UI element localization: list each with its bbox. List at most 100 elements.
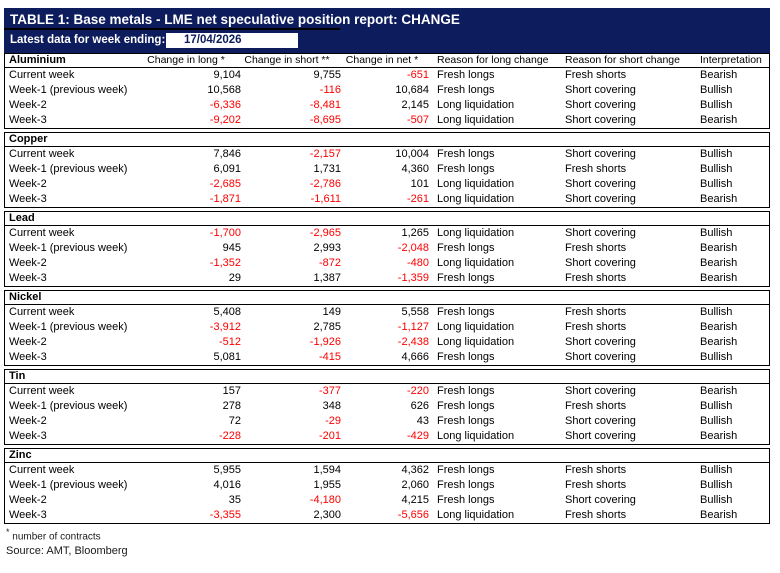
week-ending-label: Latest data for week ending: <box>10 34 166 46</box>
change-short-cell: 9,755 <box>313 69 341 81</box>
change-long-cell: 945 <box>222 242 241 254</box>
metal-section-lead: Lead Current week -1,700 -2,965 1,265 Long li… <box>4 211 770 287</box>
metal-name: Nickel <box>9 291 42 303</box>
change-net-cell: 4,215 <box>401 494 429 506</box>
row-label-cell: Week-2 <box>9 336 47 348</box>
interpretation-cell: Bullish <box>700 415 733 427</box>
interpretation-cell: Bearish <box>700 321 738 333</box>
report-title-bar: TABLE 1: Base metals - LME net speculati… <box>4 8 770 32</box>
change-short-cell: -377 <box>318 385 341 397</box>
row-label-cell: Week-1 (previous week) <box>9 321 128 333</box>
reason-short-cell: Short covering <box>565 99 636 111</box>
change-short-cell: -1,926 <box>309 336 341 348</box>
change-short-cell: -2,786 <box>309 178 341 190</box>
interpretation-cell: Bearish <box>700 114 738 126</box>
reason-long-cell: Fresh longs <box>437 306 495 318</box>
interpretation-cell: Bullish <box>700 400 733 412</box>
column-header-interpretation: Interpretation <box>700 54 762 66</box>
row-label-cell: Week-3 <box>9 272 47 284</box>
row-label-cell: Week-3 <box>9 193 47 205</box>
reason-short-cell: Fresh shorts <box>565 69 627 81</box>
reason-short-cell: Short covering <box>565 148 636 160</box>
row-label-cell: Week-3 <box>9 114 47 126</box>
change-long-cell: -1,700 <box>209 227 241 239</box>
change-long-cell: -512 <box>218 336 241 348</box>
reason-long-cell: Long liquidation <box>437 430 515 442</box>
reason-short-cell: Short covering <box>565 430 636 442</box>
reason-long-cell: Fresh longs <box>437 400 495 412</box>
change-long-cell: -1,352 <box>209 257 241 269</box>
reason-short-cell: Fresh shorts <box>565 400 627 412</box>
contracts-footnote: * number of contracts <box>4 527 770 542</box>
change-net-cell: 10,684 <box>395 84 429 96</box>
metal-name: Lead <box>9 212 35 224</box>
interpretation-cell: Bullish <box>700 178 733 190</box>
change-net-cell: 4,666 <box>401 351 429 363</box>
change-net-cell: -220 <box>406 385 429 397</box>
report-title: TABLE 1: Base metals - LME net speculati… <box>10 12 460 27</box>
change-long-cell: 7,846 <box>213 148 241 160</box>
change-net-cell: 10,004 <box>395 148 429 160</box>
reason-short-cell: Short covering <box>565 84 636 96</box>
row-label-cell: Current week <box>9 464 75 476</box>
reason-long-cell: Long liquidation <box>437 193 515 205</box>
table-row: Week-1 (previous week) 6,091 1,731 4,360 Fre… <box>5 162 769 177</box>
reason-short-cell: Fresh shorts <box>565 272 627 284</box>
table-row: Week-2 -1,352 -872 -480 Long liquidation Shor… <box>5 256 769 271</box>
metal-section-zinc: Zinc Current week 5,955 1,594 4,362 Fresh lon… <box>4 448 770 524</box>
reason-short-cell: Short covering <box>565 494 636 506</box>
change-long-cell: -1,871 <box>209 193 241 205</box>
reason-short-cell: Fresh shorts <box>565 242 627 254</box>
reason-long-cell: Long liquidation <box>437 114 515 126</box>
reason-long-cell: Fresh longs <box>437 272 495 284</box>
reason-long-cell: Fresh longs <box>437 464 495 476</box>
change-short-cell: 1,955 <box>313 479 341 491</box>
week-ending-bar: Latest data for week ending: 17/04/2026 <box>4 32 770 53</box>
metal-section-nickel: Nickel Current week 5,408 149 5,558 Fresh lon… <box>4 290 770 366</box>
interpretation-cell: Bearish <box>700 430 738 442</box>
reason-long-cell: Long liquidation <box>437 257 515 269</box>
change-short-cell: 1,731 <box>313 163 341 175</box>
change-long-cell: 157 <box>222 385 241 397</box>
change-net-cell: -2,438 <box>397 336 429 348</box>
reason-long-cell: Fresh longs <box>437 351 495 363</box>
interpretation-cell: Bullish <box>700 148 733 160</box>
reason-long-cell: Long liquidation <box>437 509 515 521</box>
change-short-cell: -8,695 <box>309 114 341 126</box>
change-short-cell: 149 <box>322 306 341 318</box>
change-short-cell: -116 <box>319 84 341 96</box>
change-net-cell: -480 <box>406 257 429 269</box>
reason-short-cell: Fresh shorts <box>565 509 627 521</box>
interpretation-cell: Bullish <box>700 84 733 96</box>
change-long-cell: 9,104 <box>213 69 241 81</box>
reason-long-cell: Long liquidation <box>437 178 515 190</box>
change-long-cell: 72 <box>228 415 241 427</box>
reason-short-cell: Short covering <box>565 227 636 239</box>
table-row: Week-2 72 -29 43 Fresh longs Short covering Bu… <box>5 414 769 429</box>
table-row: Week-3 -9,202 -8,695 -507 Long liquidation Sh… <box>5 113 769 128</box>
row-label-cell: Current week <box>9 227 75 239</box>
section-header-row: Aluminium Change in long * Change in short… <box>5 54 769 68</box>
change-short-cell: 1,387 <box>313 272 341 284</box>
change-short-cell: -4,180 <box>309 494 341 506</box>
row-label-cell: Week-2 <box>9 494 47 506</box>
change-long-cell: 35 <box>228 494 241 506</box>
change-net-cell: -1,127 <box>397 321 429 333</box>
interpretation-cell: Bullish <box>700 306 733 318</box>
metal-sections: Aluminium Change in long * Change in short… <box>4 53 770 524</box>
table-row: Week-3 5,081 -415 4,666 Fresh longs Short cov… <box>5 350 769 365</box>
reason-short-cell: Short covering <box>565 385 636 397</box>
change-long-cell: -228 <box>218 430 241 442</box>
footnote-text: number of contracts <box>12 531 101 543</box>
metal-name: Aluminium <box>9 54 66 66</box>
interpretation-cell: Bullish <box>700 479 733 491</box>
table-row: Week-1 (previous week) 10,568 -116 10,684 Fr… <box>5 83 769 98</box>
row-label-cell: Week-2 <box>9 257 47 269</box>
table-row: Current week -1,700 -2,965 1,265 Long liquid… <box>5 226 769 241</box>
reason-short-cell: Short covering <box>565 415 636 427</box>
metal-section-tin: Tin Current week 157 -377 -220 Fresh longs Sho… <box>4 369 770 445</box>
table-row: Current week 5,408 149 5,558 Fresh longs Fres… <box>5 305 769 320</box>
table-row: Week-2 -512 -1,926 -2,438 Long liquidation Sh… <box>5 335 769 350</box>
row-label-cell: Week-1 (previous week) <box>9 242 128 254</box>
interpretation-cell: Bullish <box>700 227 733 239</box>
